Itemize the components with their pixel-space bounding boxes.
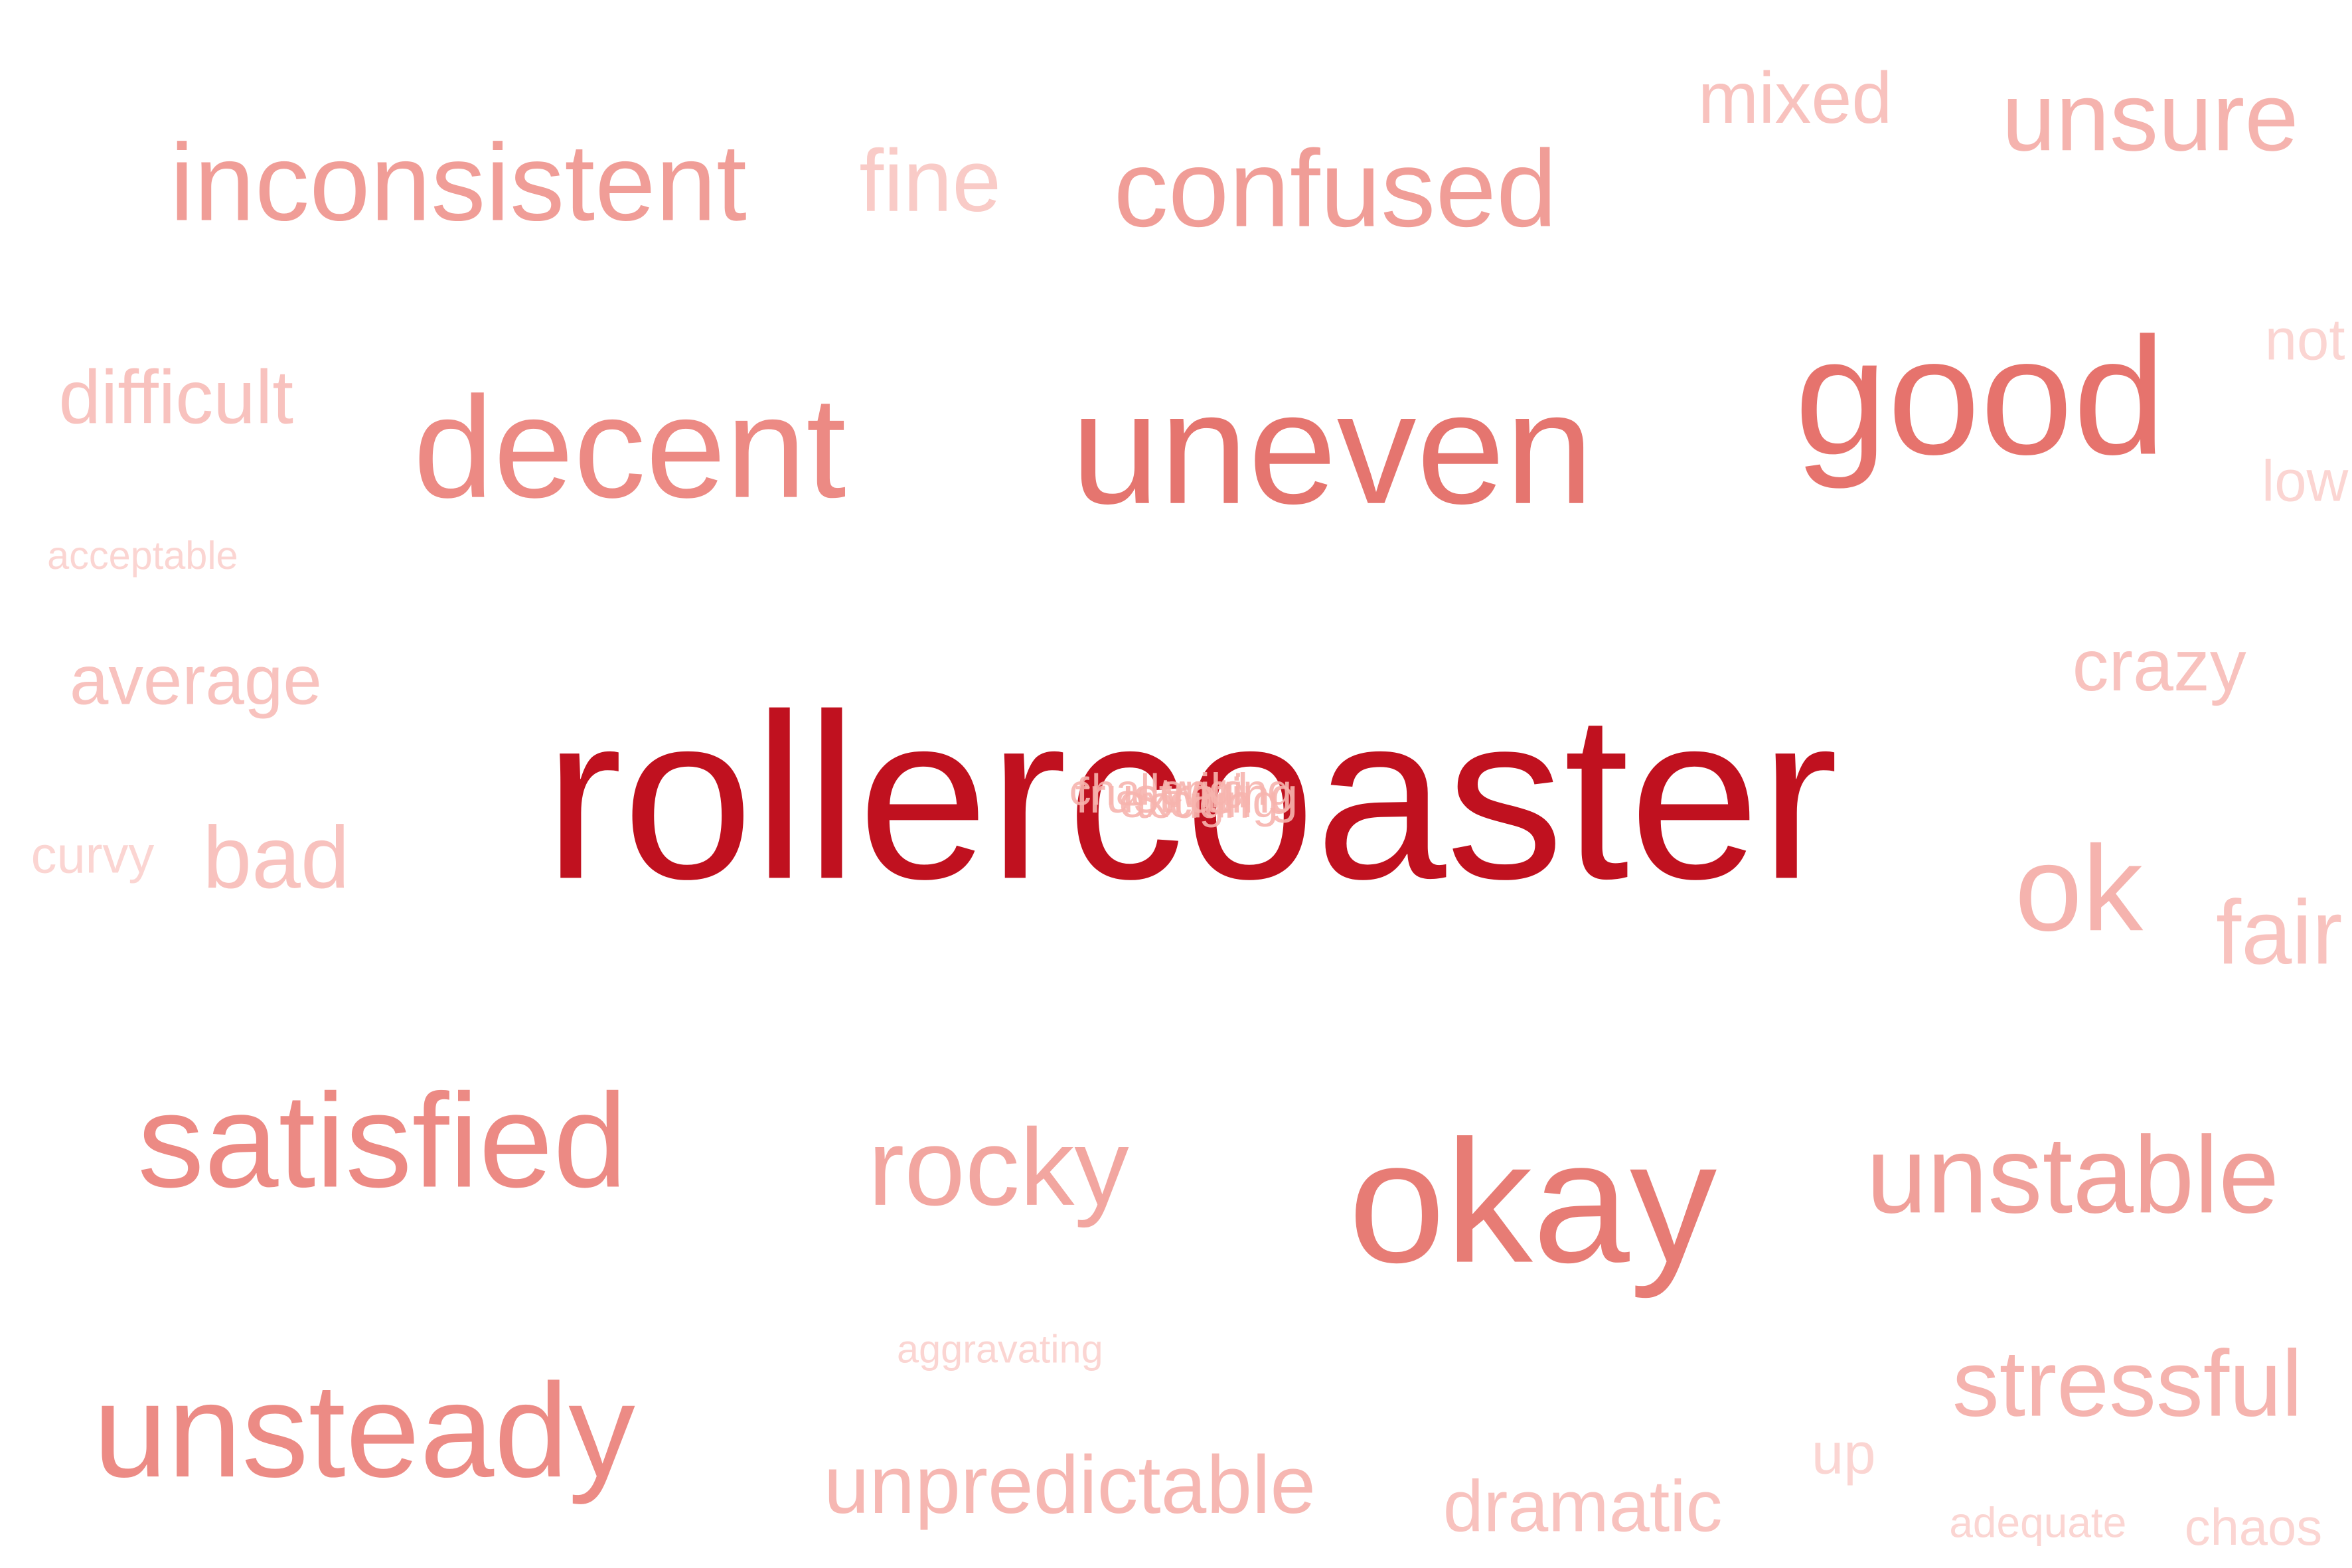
word-curvy: curvy — [31, 826, 155, 885]
word-decent: decent — [413, 368, 846, 529]
word-not: not — [2264, 309, 2345, 374]
word-unsure: unsure — [2001, 62, 2299, 172]
word-confused: confused — [1113, 129, 1557, 251]
word-difficult: difficult — [58, 354, 293, 440]
word-unpredictable: unpredictable — [823, 1440, 1316, 1531]
overlap-word-5: tough — [1135, 778, 1250, 829]
word-inconsistent: inconsistent — [169, 123, 747, 245]
word-dramatic: dramatic — [1443, 1467, 1723, 1548]
word-aggravating: aggravating — [897, 1326, 1103, 1372]
overlap-word-1: frustrating — [1075, 767, 1298, 824]
word-fine: fine — [859, 131, 1002, 231]
overlap-word-3: challenging — [1069, 767, 1293, 816]
word-good: good — [1794, 303, 2166, 491]
word-stressful: stressful — [1952, 1332, 2303, 1437]
word-uneven: uneven — [1071, 360, 1594, 538]
word-rocky: rocky — [868, 1107, 1129, 1229]
word-satisfied: satisfied — [137, 1065, 627, 1215]
word-up: up — [1811, 1423, 1876, 1488]
word-average: average — [69, 640, 322, 720]
word-unstable: unstable — [1866, 1115, 2280, 1237]
word-unsteady: unsteady — [93, 1355, 635, 1506]
word-rollercoaster: rollercoaster — [544, 665, 1839, 928]
word-okay: okay — [1348, 1105, 1717, 1300]
overlap-word-2: exciting — [1119, 774, 1279, 828]
word-bad: bad — [202, 809, 350, 907]
word-adequate: adequate — [1949, 1499, 2127, 1547]
word-low: low — [2261, 450, 2349, 514]
word-fair: fair — [2216, 882, 2343, 984]
word-ok: ok — [2014, 821, 2144, 957]
word-chaos: chaos — [2184, 1499, 2323, 1557]
word-acceptable: acceptable — [47, 532, 238, 578]
word-crazy: crazy — [2072, 627, 2246, 708]
word-mixed: mixed — [1697, 59, 1893, 140]
overlap-word-4: wild — [1164, 763, 1249, 819]
